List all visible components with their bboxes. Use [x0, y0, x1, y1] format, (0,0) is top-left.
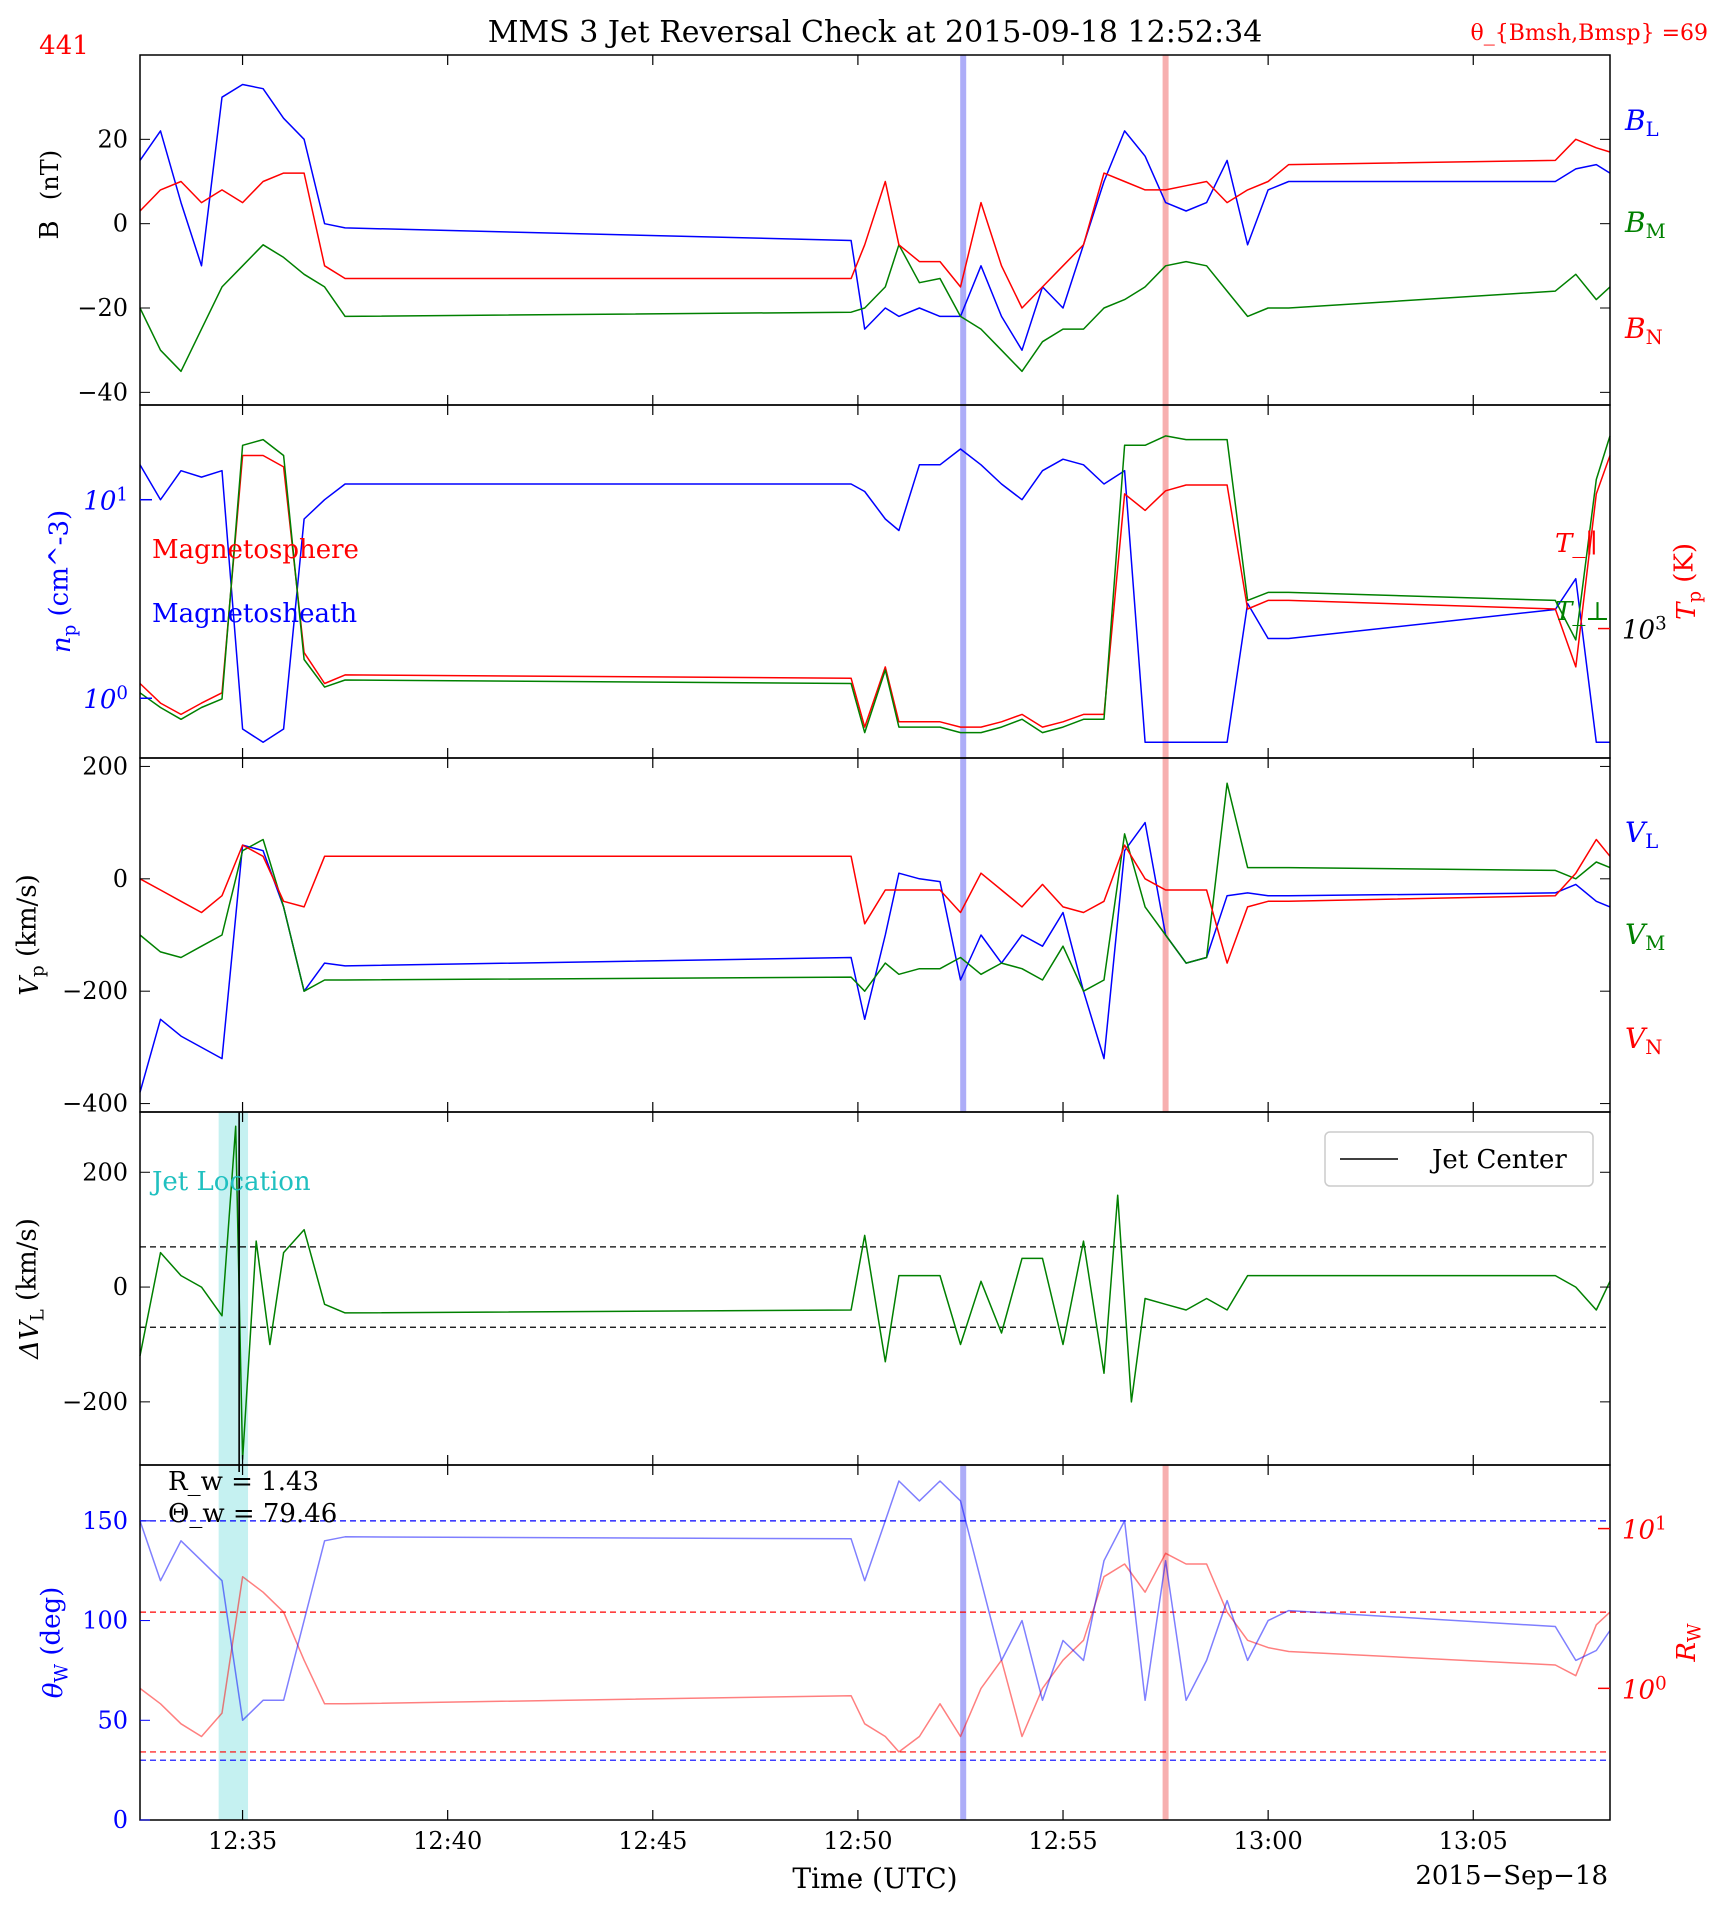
series-label: BM: [1624, 206, 1666, 243]
panel-frames: [139, 54, 1611, 1821]
y-tick-label: −40: [77, 378, 128, 406]
series-line-theta_W: [139, 1480, 1611, 1722]
x-tick-label: 12:45: [618, 1827, 687, 1855]
y-axis-label: ΔVL (km/s): [13, 1218, 49, 1360]
magnetosheath-label: Magnetosheath: [152, 599, 357, 629]
series-label: VM: [1625, 918, 1665, 955]
reversal-time-band: [960, 758, 967, 1112]
y-tick-label: −200: [62, 977, 128, 1005]
y-tick-label: 200: [82, 752, 128, 780]
x-tick-label: 12:35: [208, 1827, 277, 1855]
series-line-B_N: [139, 138, 1611, 309]
y-axis-label: Vp (km/s): [13, 874, 49, 996]
series-line-V_M: [139, 782, 1611, 992]
y-tick-label: 100: [82, 1607, 128, 1635]
series-label: T_⊥: [1555, 597, 1610, 627]
y-tick-label: 20: [97, 125, 128, 153]
series-label: BN: [1624, 312, 1663, 349]
reference-time-band: [1162, 405, 1169, 758]
y-tick-label: 50: [97, 1706, 128, 1734]
reversal-time-band: [960, 1465, 967, 1820]
y-axis-label-right: RW: [1672, 1623, 1705, 1663]
y-tick-label: 0: [113, 210, 128, 238]
legend-box: [1324, 1131, 1594, 1187]
series-line-T_parallel: [139, 454, 1611, 728]
y-tick-label: 101: [83, 485, 128, 517]
series-label: VL: [1625, 816, 1658, 853]
panel-frame: [139, 1464, 1611, 1821]
series-label: T_∥: [1555, 529, 1597, 559]
y-axis-label-right: Tp (K): [1670, 543, 1706, 620]
x-tick-label: 12:50: [823, 1827, 892, 1855]
reference-lines: [140, 1246, 1610, 1761]
jet-location-band: [218, 1112, 249, 1820]
reversal-time-band: [960, 405, 967, 758]
y-axis-label: B: [35, 220, 65, 239]
walen-ratio-annotation: R_w = 1.43: [168, 1467, 319, 1497]
y-axis-label: θW (deg): [37, 1587, 73, 1699]
date-label: 2015−Sep−18: [1415, 1861, 1608, 1891]
series-label: BL: [1624, 104, 1659, 141]
series-line-R_W: [139, 1552, 1611, 1753]
panel-frame: [139, 54, 1611, 406]
y-tick-label: 0: [113, 865, 128, 893]
y-tick-label: 0: [113, 1806, 128, 1834]
reversal-time-band: [960, 55, 967, 405]
legend-label: Jet Center: [1429, 1145, 1567, 1175]
series-line-T_perp: [139, 435, 1611, 734]
jet-location-label: Jet Location: [149, 1167, 311, 1197]
x-tick-label: 13:05: [1439, 1827, 1508, 1855]
y-tick-label: −400: [62, 1090, 128, 1118]
series-line-n_p: [139, 448, 1610, 744]
magnetosphere-label: Magnetosphere: [152, 535, 359, 565]
walen-angle-annotation: Θ_w = 79.46: [168, 1499, 337, 1529]
y-tick-label: 101: [1622, 1513, 1667, 1545]
data-lines: [139, 83, 1611, 1753]
series-line-V_L: [139, 821, 1611, 1093]
series-line-B_M: [139, 244, 1611, 373]
series-line-B_L: [139, 83, 1611, 351]
x-axis-label: Time (UTC): [792, 1862, 957, 1895]
series-label: VN: [1625, 1022, 1662, 1059]
reference-time-band: [1162, 1465, 1169, 1820]
reference-time-band: [1162, 55, 1169, 405]
panel-frame: [139, 757, 1611, 1113]
y-tick-label: 103: [1622, 613, 1667, 645]
y-tick-label: 150: [82, 1507, 128, 1535]
y-tick-label: 100: [1622, 1673, 1667, 1705]
x-tick-label: 13:00: [1234, 1827, 1303, 1855]
panel-frame: [139, 404, 1611, 759]
shear-angle-label: θ_{Bmsh,Bmsp} =69: [1470, 21, 1708, 46]
y-tick-label: −20: [77, 294, 128, 322]
event-index: 441: [39, 31, 89, 61]
x-tick-label: 12:55: [1028, 1827, 1097, 1855]
series-line-delta-VL: [139, 1125, 1611, 1461]
y-tick-label: 0: [113, 1273, 128, 1301]
x-tick-label: 12:40: [413, 1827, 482, 1855]
figure-title: MMS 3 Jet Reversal Check at 2015-09-18 1…: [488, 15, 1263, 50]
y-tick-label: 200: [82, 1158, 128, 1186]
y-tick-label: 100: [83, 683, 128, 715]
y-tick-label: −200: [62, 1388, 128, 1416]
y-axis-label: np (cm^-3): [45, 510, 81, 653]
y-axis-unit: (nT): [36, 150, 64, 200]
series-line-V_N: [139, 838, 1611, 964]
text-layer: 12:35 12:40 12:45 12:50 12:55 13:00 13:05 −40 −2…: [13, 104, 1706, 1855]
